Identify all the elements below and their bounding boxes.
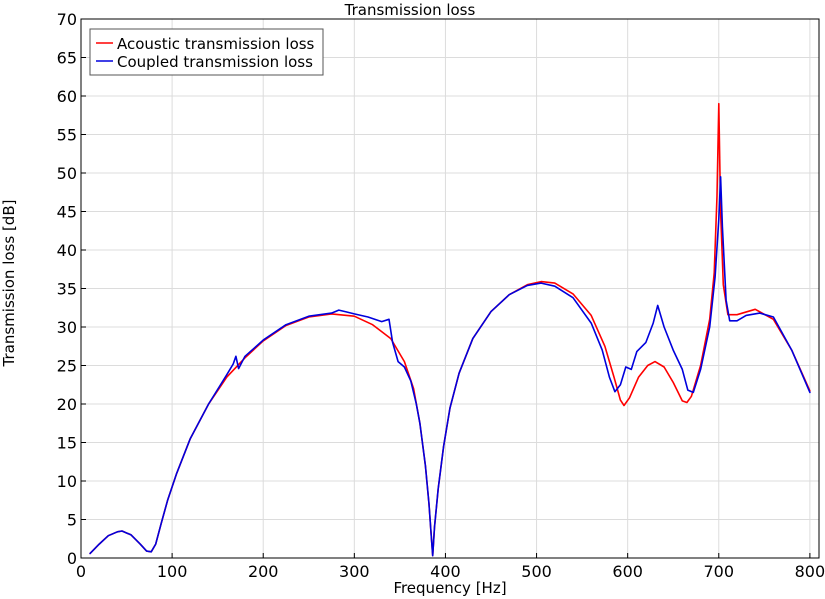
y-tick-label: 65 xyxy=(57,49,77,68)
y-tick-label: 25 xyxy=(57,357,77,376)
y-axis-ticks: 0 5 10 15 20 25 30 35 40 45 50 55 60 65 70 xyxy=(57,10,86,568)
series-line-acoustic xyxy=(89,102,811,557)
y-tick-label: 20 xyxy=(57,395,77,414)
x-tick-label: 700 xyxy=(704,562,735,581)
series-line-coupled xyxy=(89,176,811,557)
x-tick-label: 400 xyxy=(430,562,461,581)
legend-label-coupled: Coupled transmission loss xyxy=(117,53,313,71)
x-tick-label: 300 xyxy=(339,562,370,581)
legend: Acoustic transmission loss Coupled trans… xyxy=(89,28,324,76)
y-tick-label: 5 xyxy=(67,511,77,530)
y-tick-label: 50 xyxy=(57,164,77,183)
y-tick-label: 45 xyxy=(57,203,77,222)
y-tick-label: 15 xyxy=(57,434,77,453)
x-tick-label: 800 xyxy=(795,562,825,581)
y-tick-label: 70 xyxy=(57,10,77,29)
grid xyxy=(81,19,819,558)
x-tick-label: 500 xyxy=(521,562,552,581)
x-tick-label: 100 xyxy=(157,562,188,581)
x-tick-label: 200 xyxy=(248,562,279,581)
chart-title: Transmission loss xyxy=(344,1,476,19)
y-tick-label: 40 xyxy=(57,241,77,260)
y-tick-label: 55 xyxy=(57,126,77,145)
x-tick-label: 600 xyxy=(612,562,643,581)
x-axis-ticks: 0 100 200 300 400 500 600 700 800 xyxy=(76,553,825,581)
y-tick-label: 30 xyxy=(57,318,77,337)
y-tick-label: 10 xyxy=(57,472,77,491)
legend-box xyxy=(89,28,324,76)
legend-label-acoustic: Acoustic transmission loss xyxy=(117,35,315,53)
y-tick-label: 35 xyxy=(57,280,77,299)
data-series xyxy=(89,102,811,557)
y-tick-label: 60 xyxy=(57,87,77,106)
y-axis-title: Transmission loss [dB] xyxy=(0,200,18,368)
x-tick-label: 0 xyxy=(76,562,86,581)
x-axis-title: Frequency [Hz] xyxy=(393,579,506,597)
y-tick-label: 0 xyxy=(67,549,77,568)
